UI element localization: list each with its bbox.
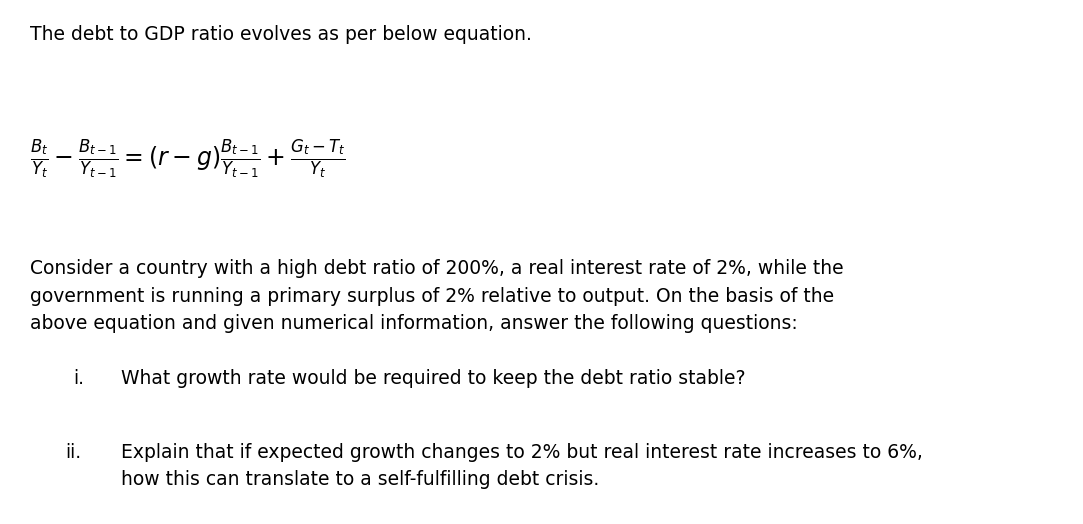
- Text: What growth rate would be required to keep the debt ratio stable?: What growth rate would be required to ke…: [121, 369, 746, 388]
- Text: i.: i.: [74, 369, 84, 388]
- Text: The debt to GDP ratio evolves as per below equation.: The debt to GDP ratio evolves as per bel…: [30, 25, 532, 44]
- Text: ii.: ii.: [65, 443, 81, 462]
- Text: $\frac{B_t}{Y_t} - \frac{B_{t-1}}{Y_{t-1}} = (r - g)\frac{B_{t-1}}{Y_{t-1}} + \f: $\frac{B_t}{Y_t} - \frac{B_{t-1}}{Y_{t-1…: [30, 138, 345, 181]
- Text: Consider a country with a high debt ratio of 200%, a real interest rate of 2%, w: Consider a country with a high debt rati…: [30, 259, 844, 333]
- Text: Explain that if expected growth changes to 2% but real interest rate increases t: Explain that if expected growth changes …: [121, 443, 923, 489]
